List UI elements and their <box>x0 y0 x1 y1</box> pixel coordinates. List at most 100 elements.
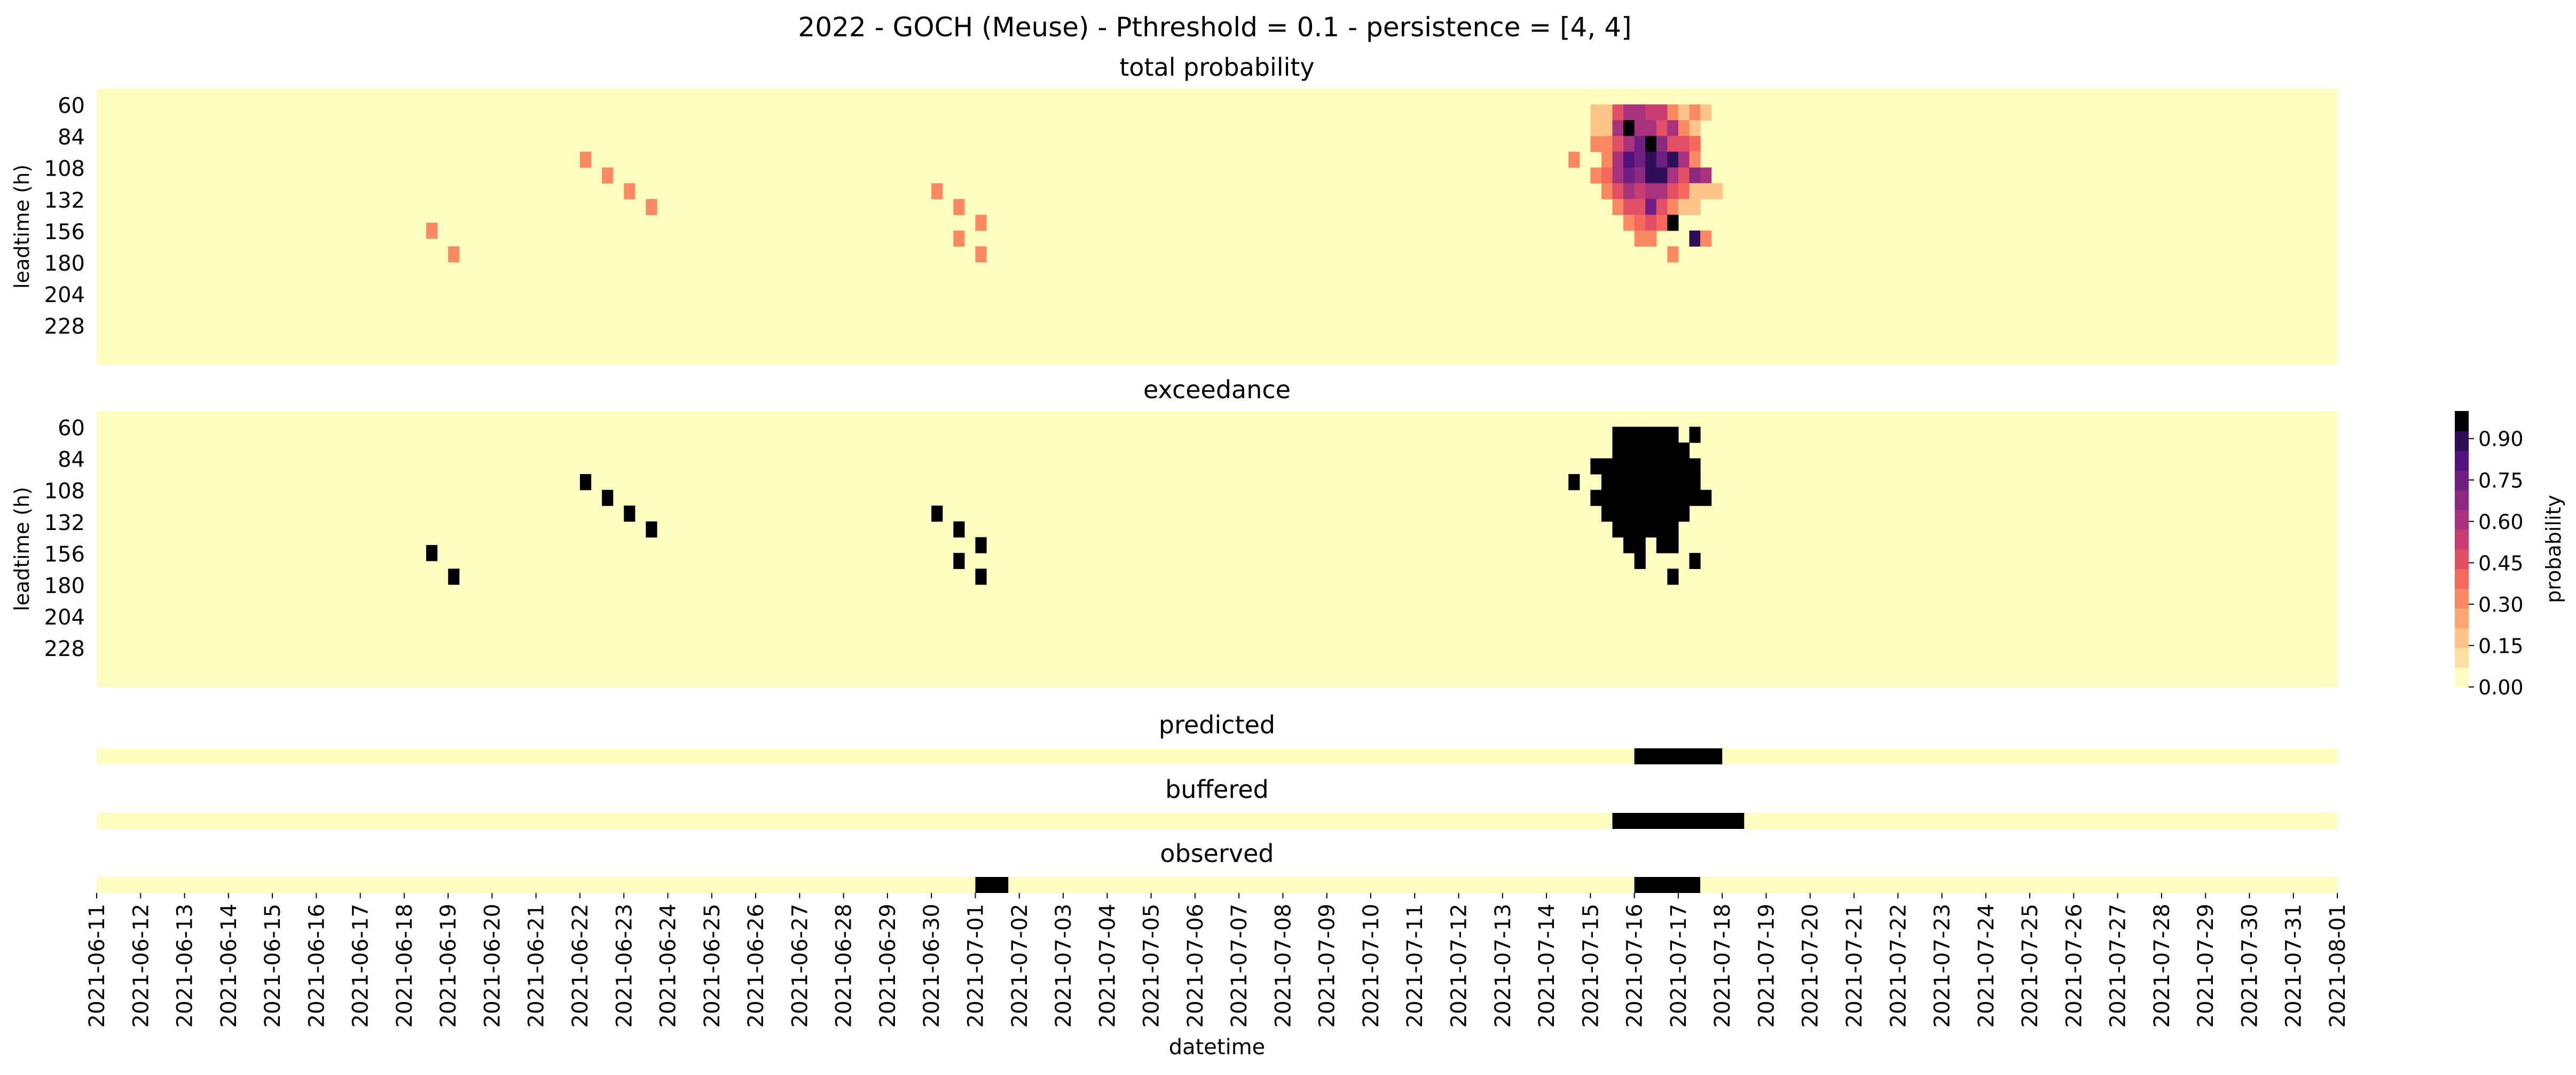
x-tick-label: 2021-07-13 <box>1491 904 1515 1027</box>
heatmap-cell <box>1623 152 1635 168</box>
heatmap-cell <box>1601 505 1613 522</box>
x-tick-label: 2021-07-15 <box>1578 904 1603 1027</box>
heatmap-cell <box>1700 230 1712 247</box>
y-axis-label: leadtime (h) <box>10 487 34 611</box>
x-tick-label: 2021-07-02 <box>1008 904 1032 1027</box>
panel-exceedance: exceedance 60 84 108 132 156 180 204 228 leadtime… <box>10 375 2337 687</box>
event-interval <box>975 877 1009 893</box>
heatmap-cell <box>1689 199 1701 215</box>
heatmap-cell <box>1623 426 1635 443</box>
x-tick-label: 2021-07-24 <box>1974 904 1999 1027</box>
heatmap-cell <box>1645 183 1657 200</box>
colorbar-tick-label: 0.60 <box>2478 510 2524 534</box>
colorbar-tick-label: 0.15 <box>2478 634 2524 658</box>
heatmap-cell <box>1689 104 1701 121</box>
heatmap-cell <box>1689 167 1701 184</box>
y-tick-label: 108 <box>44 157 85 181</box>
heatmap-cell <box>1645 521 1657 538</box>
heatmap-cell <box>1678 152 1690 168</box>
colorbar-tick-label: 0.75 <box>2478 469 2524 492</box>
x-tick-label: 2021-06-21 <box>524 904 549 1027</box>
heatmap-cell <box>1623 183 1635 200</box>
heatmap-cell <box>1612 474 1624 491</box>
colorbar-segment <box>2455 549 2469 570</box>
heatmap-cell <box>1667 474 1679 491</box>
panel-title: observed <box>1160 839 1274 868</box>
heatmap-cell <box>426 545 438 562</box>
y-tick-label: 108 <box>44 479 85 504</box>
heatmap-cell <box>426 223 438 239</box>
heatmap-cell <box>975 537 987 554</box>
colorbar-segment <box>2455 628 2469 648</box>
x-tick-label: 2021-07-12 <box>1447 904 1472 1027</box>
heatmap-cell <box>1689 426 1701 443</box>
heatmap-cell <box>1645 230 1657 247</box>
heatmap-cell <box>1667 199 1679 215</box>
heatmap-cell <box>1678 458 1690 475</box>
heatmap-cell <box>1656 120 1668 137</box>
heatmap-cell <box>953 230 965 247</box>
x-tick-label: 2021-07-10 <box>1359 904 1384 1027</box>
y-tick-label: 180 <box>44 251 85 276</box>
heatmap-cell <box>1678 104 1690 121</box>
heatmap-cell <box>1601 120 1613 137</box>
y-tick-label: 132 <box>44 511 85 535</box>
colorbar-tick-label: 0.30 <box>2478 593 2524 616</box>
heatmap-cell <box>1623 537 1635 554</box>
x-tick-label: 2021-06-13 <box>173 904 198 1027</box>
x-tick-label: 2021-07-07 <box>1227 904 1252 1027</box>
heatmap-cell <box>1656 104 1668 121</box>
panel-title: buffered <box>1165 775 1269 804</box>
heatmap-cell <box>1645 104 1657 121</box>
heatmap-cell <box>1634 489 1646 506</box>
x-tick-label: 2021-06-27 <box>788 904 812 1027</box>
heatmap-cell <box>1612 505 1624 522</box>
x-tick-label: 2021-06-28 <box>832 904 857 1027</box>
y-tick-label: 60 <box>58 416 85 441</box>
heatmap-cell <box>1667 458 1679 475</box>
heatmap-cell <box>646 199 657 215</box>
heatmap-cell <box>1667 505 1679 522</box>
x-tick-label: 2021-06-14 <box>217 904 241 1027</box>
heatmap-cell <box>1590 104 1602 121</box>
heatmap-cell <box>624 183 635 200</box>
heatmap-cell <box>1656 167 1668 184</box>
heatmap-cell <box>1700 183 1712 200</box>
heatmap-cell <box>1634 152 1646 168</box>
heatmap-cell <box>1645 442 1657 459</box>
heatmap-cell <box>1656 199 1668 215</box>
heatmap-cell <box>1568 474 1580 491</box>
heatmap-cell <box>1623 167 1635 184</box>
heatmap-cell <box>1634 230 1646 247</box>
colorbar-segment <box>2455 608 2469 629</box>
heatmap-cell <box>1656 474 1668 491</box>
heatmap-cell <box>1634 521 1646 538</box>
heatmap-cell <box>1678 474 1690 491</box>
heatmap-cell <box>1590 120 1602 137</box>
x-tick-label: 2021-06-19 <box>436 904 461 1027</box>
x-tick-label: 2021-07-05 <box>1140 904 1164 1027</box>
heatmap-cell <box>1645 215 1657 231</box>
x-tick-label: 2021-07-28 <box>2150 904 2174 1027</box>
heatmap-cell <box>975 215 987 231</box>
heatmap-background <box>97 748 2337 764</box>
heatmap-cell <box>1678 442 1690 459</box>
heatmap-cell <box>1667 167 1679 184</box>
heatmap-cell <box>1645 474 1657 491</box>
heatmap-cell <box>975 568 987 585</box>
heatmap-cell <box>448 246 460 263</box>
x-tick-label: 2021-07-22 <box>1886 904 1911 1027</box>
heatmap-cell <box>1634 537 1646 554</box>
panel-total-probability: total probability 60 84 108 132 156 180 204 228 l… <box>10 53 2337 365</box>
heatmap-cell <box>1612 120 1624 137</box>
y-tick-label: 228 <box>44 314 85 339</box>
heatmap-cell <box>1645 136 1657 152</box>
colorbar-segment <box>2455 568 2469 589</box>
heatmap-cell <box>1623 199 1635 215</box>
heatmap-cell <box>1667 537 1679 554</box>
heatmap-cell <box>1645 458 1657 475</box>
heatmap-cell <box>1667 568 1679 585</box>
heatmap-cell <box>1612 167 1624 184</box>
panel-buffered: buffered <box>97 775 2337 829</box>
x-tick-label: 2021-08-01 <box>2326 904 2350 1027</box>
